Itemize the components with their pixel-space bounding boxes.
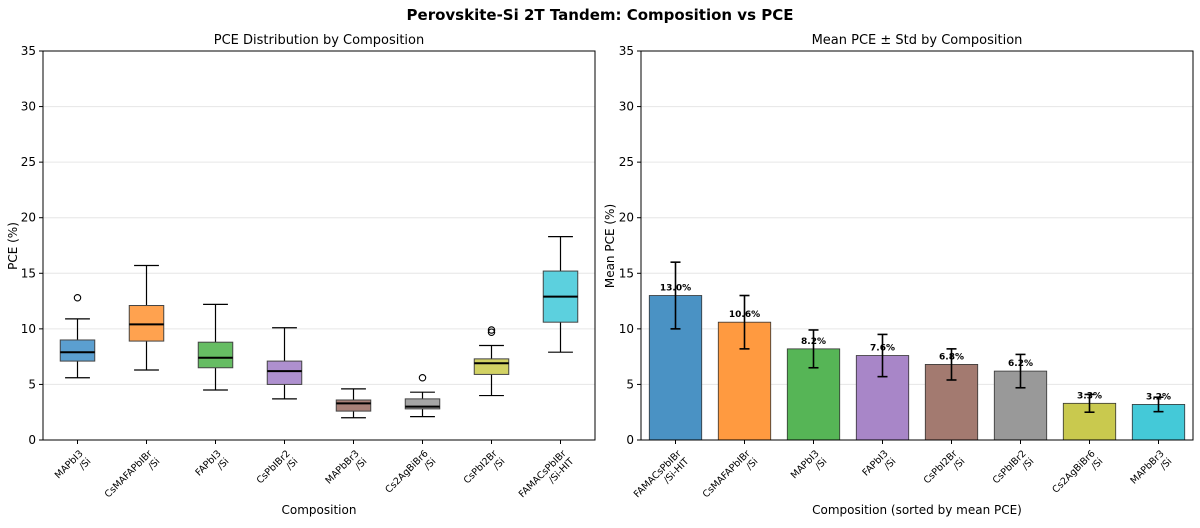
bar-mapbbr3-si: 3.2% (1131, 392, 1186, 441)
figure-suptitle: Perovskite-Si 2T Tandem: Composition vs … (407, 6, 794, 24)
left-chart-title: PCE Distribution by Composition (214, 33, 425, 48)
right-x-tick-label: FAPbI3/Si (860, 448, 898, 486)
right-x-tick-label: FAMACsPbIBr/Si-HIT (632, 448, 692, 508)
iqr-box (266, 360, 303, 385)
box-fapbi3-si (197, 303, 234, 391)
box-mapbi3-si (59, 293, 96, 379)
left-x-tick-label: FAPbI3/Si (193, 448, 231, 486)
right-y-tick-label: 15 (619, 266, 634, 280)
left-x-tick-label: MAPbI3/Si (53, 448, 94, 489)
right-x-tick-label: CsPbIBr2/Si (991, 448, 1037, 494)
left-y-tick-label: 20 (21, 211, 36, 225)
bar-cspbi2br-si: 6.8% (924, 348, 979, 441)
bar-famacspbibr-si-hit: 13.0% (648, 261, 703, 441)
right-y-tick-label: 25 (619, 155, 634, 169)
bar-cs2agbibr6-si: 3.3% (1062, 391, 1117, 441)
bar-mapbi3-si: 8.2% (786, 329, 841, 441)
left-x-tick-label: CsPbI2Br/Si (462, 448, 508, 494)
right-x-tick-label: MAPbBr3/Si (1128, 448, 1174, 494)
right-y-tick-label: 35 (619, 44, 634, 58)
left-x-axis-label: Composition (282, 503, 357, 517)
box-mapbbr3-si (335, 388, 372, 419)
left-y-tick-label: 35 (21, 44, 36, 58)
iqr-box (197, 341, 234, 369)
left-x-tick-label: MAPbBr3/Si (323, 448, 369, 494)
left-y-axis-label: PCE (%) (6, 222, 20, 270)
left-y-tick-label: 30 (21, 100, 36, 114)
right-x-axis-label: Composition (sorted by mean PCE) (812, 503, 1022, 517)
right-y-tick-label: 30 (619, 100, 634, 114)
right-chart-plot: 0 5 10 15 20 25 30 35 FAMACsPbIBr/Si-HIT CsMAFAPb… (619, 44, 1194, 508)
bar-fapbi3-si: 7.6% (855, 333, 910, 441)
right-x-tick-label: Cs2AgBiBr6/Si (1050, 448, 1105, 503)
left-x-tick-label: CsPbIBr2/Si (255, 448, 301, 494)
left-x-tick-label: FAMACsPbIBr/Si-HIT (517, 448, 577, 508)
iqr-box (128, 305, 165, 342)
box-cspbi2br-si (473, 326, 510, 397)
bar (1131, 404, 1186, 441)
iqr-box (335, 399, 372, 412)
right-x-tick-label: CsMAFAPbIBr/Si (701, 448, 761, 508)
left-chart-plot: 0 5 10 15 20 25 30 35 MAPbI3/Si CsMAFAPbIBr/Si FAP… (21, 44, 596, 508)
left-y-tick-label: 0 (28, 433, 36, 447)
right-plot-frame (640, 50, 1194, 441)
outlier-point (487, 328, 496, 336)
right-y-tick-label: 0 (626, 433, 634, 447)
outlier-point (487, 326, 496, 334)
iqr-box (473, 358, 510, 375)
left-x-tick-label: Cs2AgBiBr6/Si (383, 448, 438, 503)
outlier-point (73, 293, 82, 302)
box-cs2agbibr6-si (404, 374, 441, 418)
outlier-point (418, 374, 427, 382)
right-y-tick-label: 20 (619, 211, 634, 225)
iqr-box (59, 339, 96, 362)
box-csmafapbibr-si (128, 264, 165, 371)
right-x-tick-label: MAPbI3/Si (789, 448, 830, 489)
bar-cspbibr2-si: 6.2% (993, 353, 1048, 441)
box-cspbibr2-si (266, 327, 303, 400)
left-y-tick-label: 10 (21, 322, 36, 336)
right-y-tick-label: 5 (626, 377, 634, 391)
left-x-tick-label: CsMAFAPbIBr/Si (103, 448, 163, 508)
left-plot-frame (42, 50, 596, 441)
box-famacspbibr-si-hit (542, 236, 579, 353)
iqr-box (404, 398, 441, 410)
left-y-tick-label: 25 (21, 155, 36, 169)
right-x-tick-label: CsPbI2Br/Si (922, 448, 968, 494)
right-chart-title: Mean PCE ± Std by Composition (812, 33, 1023, 48)
right-y-tick-label: 10 (619, 322, 634, 336)
left-y-tick-label: 5 (28, 377, 36, 391)
right-y-axis-label: Mean PCE (%) (603, 204, 617, 288)
bar-csmafapbibr-si: 10.6% (717, 294, 772, 441)
left-y-tick-label: 15 (21, 266, 36, 280)
